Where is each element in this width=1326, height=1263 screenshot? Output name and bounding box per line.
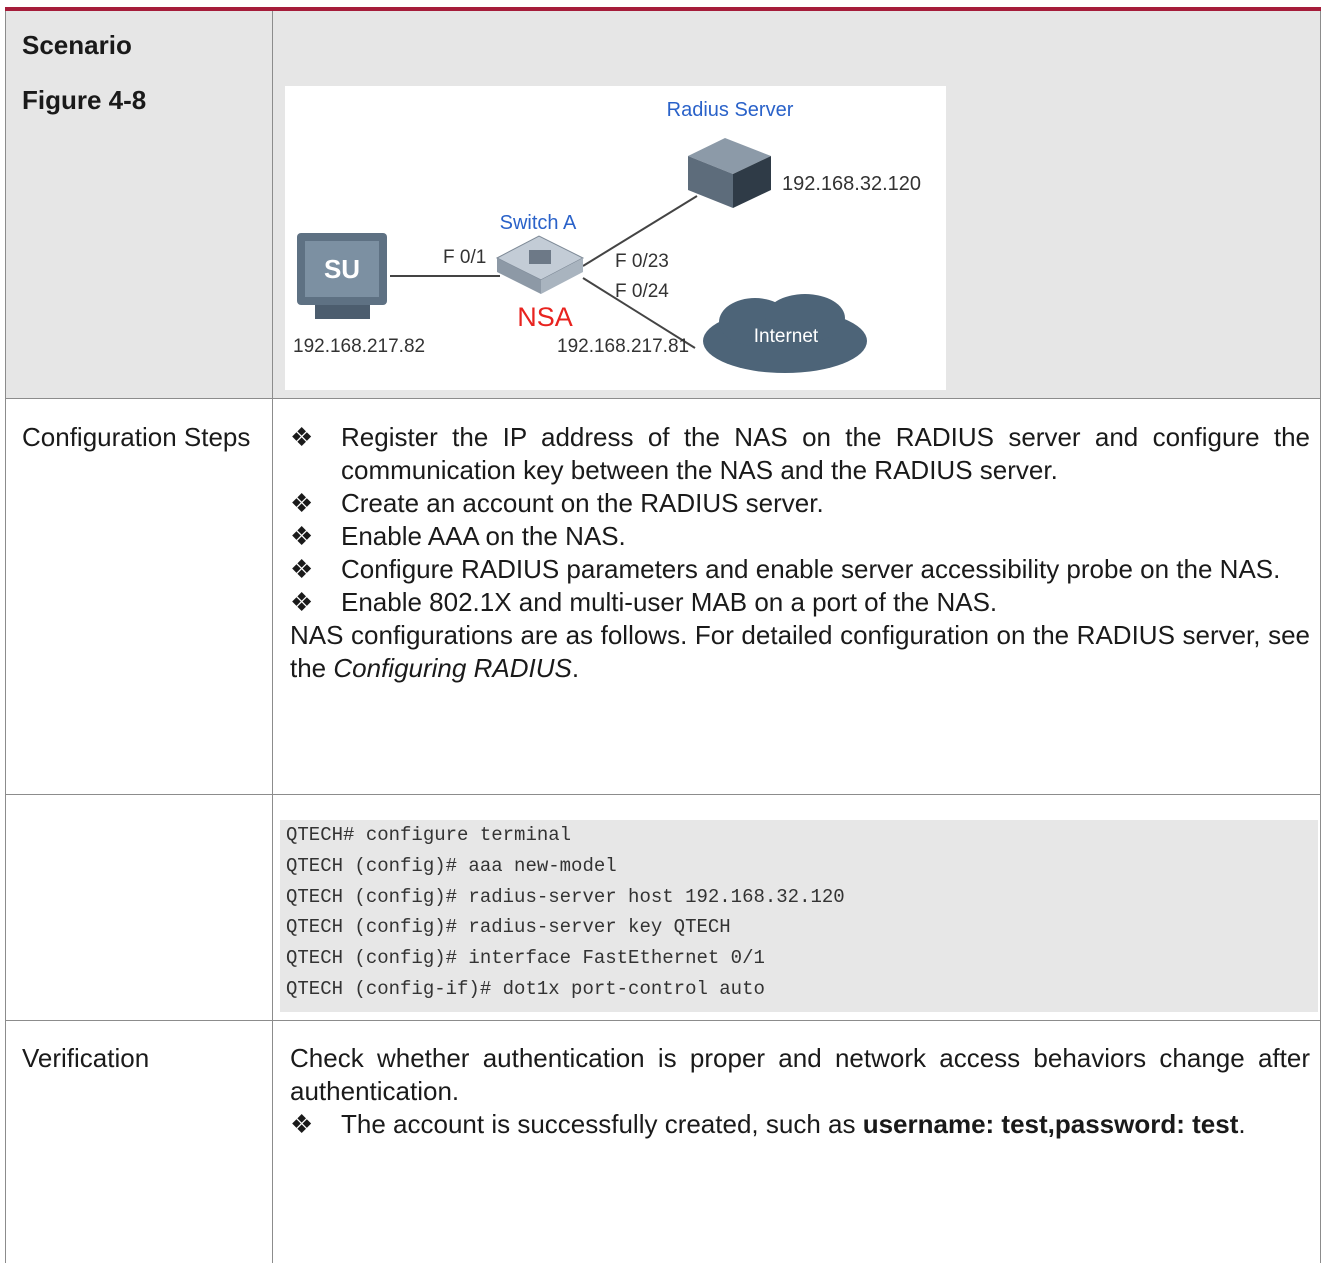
code-line: QTECH (config)# aaa new-model	[286, 854, 617, 877]
bullet-item: ❖ Create an account on the RADIUS server.	[290, 487, 1310, 520]
row-label: Scenario	[22, 30, 132, 60]
bullet-list: ❖ Register the IP address of the NAS on t…	[290, 421, 1310, 619]
diagram-label: F 0/23	[615, 251, 669, 272]
client-monitor	[297, 233, 387, 319]
diagram-label: F 0/24	[615, 281, 669, 302]
diagram-label: 192.168.217.81	[557, 336, 689, 357]
bullet-marker: ❖	[290, 488, 314, 518]
bullet-text: Enable AAA on the NAS.	[341, 521, 626, 551]
bullet-marker: ❖	[290, 1109, 314, 1139]
link	[582, 277, 696, 349]
verification: Check whether authentication is proper a…	[290, 1042, 1310, 1141]
col-border	[5, 11, 6, 1263]
row-label: Verification	[22, 1043, 150, 1073]
row-border	[5, 794, 1321, 795]
bullet-text: Register the IP address of the NAS on th…	[341, 422, 1310, 485]
text: The account is successfully created, suc…	[341, 1109, 863, 1139]
bullet-marker: ❖	[290, 554, 314, 584]
diagram-label: F 0/1	[443, 247, 486, 268]
note-ref: Configuring RADIUS	[333, 653, 572, 683]
text: .	[1238, 1109, 1246, 1139]
bold-text: username: test,password: test	[862, 1109, 1239, 1139]
row-border	[5, 1020, 1321, 1021]
col-border	[1320, 11, 1321, 1263]
bullet-text: Enable 802.1X and multi-user MAB on a po…	[341, 587, 998, 617]
bullet-item: ❖ Register the IP address of the NAS on t…	[290, 421, 1310, 487]
switch-device	[495, 235, 585, 294]
row-label: Figure 4-8	[22, 85, 147, 115]
client-label: SU	[324, 254, 360, 284]
paragraph: Check whether authentication is proper a…	[290, 1043, 1310, 1106]
code-line: QTECH# configure terminal	[286, 824, 572, 846]
diagram-label: Radius Server	[667, 99, 794, 121]
note-text: .	[571, 653, 580, 683]
code-line: QTECH (config-if)# dot1x port-control au…	[286, 977, 765, 1000]
bullet-item: ❖ Configure RADIUS parameters and enable …	[290, 553, 1310, 586]
diagram-label: 192.168.217.82	[293, 336, 425, 357]
col-border	[272, 11, 273, 1263]
internet-cloud	[703, 294, 867, 373]
note-text: NAS configurations are as follows. For d…	[290, 620, 1310, 683]
network-diagram: SU Radius Server 192.168.32.120 Switch A…	[285, 86, 946, 390]
steps: ❖ Register the IP address of the NAS on t…	[290, 421, 1310, 685]
top-rule	[5, 7, 1321, 11]
diagram-label: NSA	[517, 302, 573, 332]
diagram-label: Switch A	[500, 212, 577, 234]
bullet-item: ❖ Enable 802.1X and multi-user MAB on a p…	[290, 586, 1310, 619]
bullet-marker: ❖	[290, 587, 314, 617]
code-line: QTECH (config)# interface FastEthernet 0…	[286, 947, 765, 970]
diagram-label: 192.168.32.120	[782, 173, 921, 195]
bullet-item: ❖ Enable AAA on the NAS.	[290, 520, 1310, 553]
diagram-label: Internet	[754, 326, 819, 347]
bullet-marker: ❖	[290, 521, 314, 551]
bullet-text: Create an account on the RADIUS server.	[341, 488, 824, 518]
code-block: QTECH# configure terminal QTECH (config)#…	[280, 820, 1318, 1012]
code-line: QTECH (config)# radius-server key QTECH	[286, 916, 731, 939]
server-device	[688, 138, 771, 208]
bullet-item: ❖ The account is successfully created, su…	[290, 1108, 1310, 1141]
row-label: Configuration Steps	[22, 422, 251, 452]
note: NAS configurations are as follows. For d…	[290, 619, 1310, 685]
bullet-list: ❖ The account is successfully created, su…	[290, 1108, 1310, 1141]
link	[582, 195, 698, 267]
bullet-text: The account is successfully created, suc…	[341, 1108, 1310, 1141]
code-line: QTECH (config)# radius-server host 192.1…	[286, 885, 845, 908]
bullet-text: Configure RADIUS parameters and enable s…	[341, 554, 1281, 584]
row-border	[5, 398, 1321, 399]
bullet-marker: ❖	[290, 422, 314, 452]
